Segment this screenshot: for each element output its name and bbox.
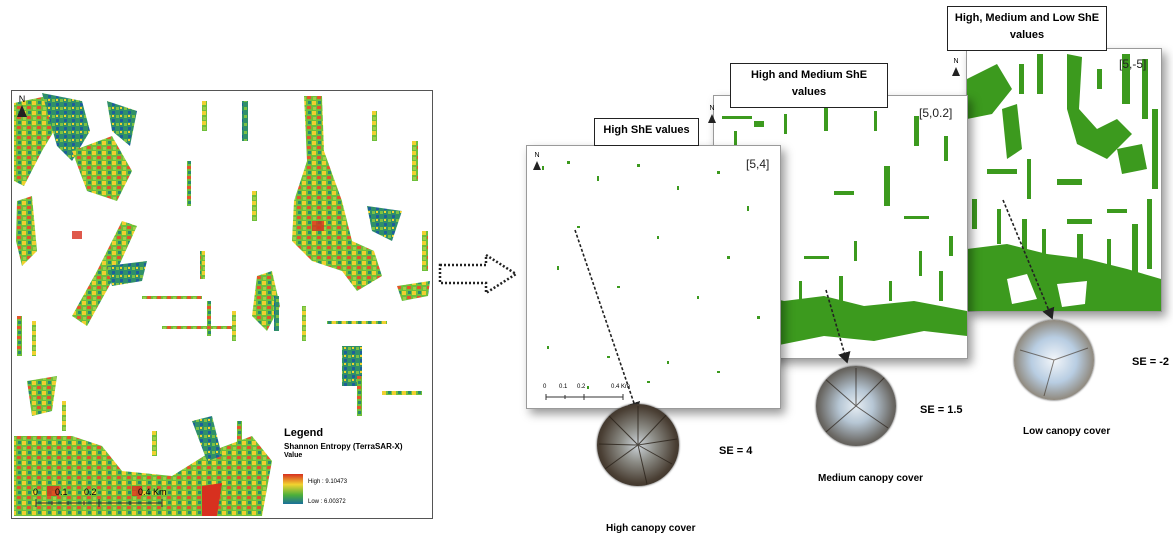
title-high-medium: High and Medium ShE values [730,63,888,108]
north-arrow-3: N [949,56,963,76]
legend-low: Low : 6.00372 [308,499,346,505]
entropy-map [14,93,430,516]
range-label-3: [5,-5] [1119,57,1147,71]
se-label-high: SE = 4 [719,445,753,457]
canopy-label-high: High canopy cover [606,523,696,534]
legend: Legend Shannon Entropy (TerraSAR-X) Valu… [284,427,430,505]
north-arrow-icon [17,105,27,117]
scale-tick-0: 0 [33,487,39,497]
north-arrow-1: N [530,150,544,170]
legend-layer: Shannon Entropy (TerraSAR-X) [284,442,403,451]
north-arrow-icon-2 [708,114,716,123]
legend-value-heading: Value [284,452,303,459]
branches-3 [1019,347,1089,397]
panel-high: [5,4] 0 0.1 0.2 0.4 Km [526,145,781,409]
title-high-medium-low: High, Medium and Low ShE values [947,6,1107,51]
panel-1-map [542,161,760,389]
branches-1 [598,406,678,485]
se-label-medium: SE = 1.5 [920,404,963,416]
north-arrow-icon-1 [533,161,541,170]
title-high: High ShE values [594,118,699,146]
canopy-label-medium: Medium canopy cover [818,473,924,484]
fisheye-photo-medium [816,366,896,446]
scale-tick-3: 0.4 Km [138,487,167,497]
fisheye-photo-high [597,404,679,486]
legend-gradient [283,474,303,504]
legend-title: Legend [284,427,324,439]
entropy-patches [14,93,430,516]
branches-2 [823,368,889,433]
p1-scale-3: 0.4 Km [611,384,631,390]
range-label-2: [5,0.2] [919,106,953,120]
se-label-low: SE = -2 [1132,356,1169,368]
p1-scale-0: 0 [543,384,547,390]
panel-3-map [967,54,1161,311]
north-label-1: N [534,152,540,159]
legend-high: High : 9.10473 [308,479,348,485]
main-scale-bar [35,499,163,507]
range-label-1: [5,4] [746,157,770,171]
scale-tick-2: 0.2 [84,487,97,497]
north-label-3: N [953,58,959,65]
panel-1-scale-bar [545,394,624,400]
transition-arrow [438,252,519,296]
scale-tick-1: 0.1 [55,487,68,497]
canopy-label-low: Low canopy cover [1023,426,1111,437]
north-arrow-main: N [15,95,29,117]
north-arrow-2: N [705,103,719,123]
fisheye-photo-low [1014,320,1094,400]
entropy-map-panel: N Legend Shannon Entropy (TerraSAR-X) Va… [11,90,433,519]
p1-scale-2: 0.2 [577,384,586,390]
north-label: N [18,94,26,104]
p1-scale-1: 0.1 [559,384,568,390]
north-label-2: N [709,105,715,112]
north-arrow-icon-3 [952,67,960,76]
